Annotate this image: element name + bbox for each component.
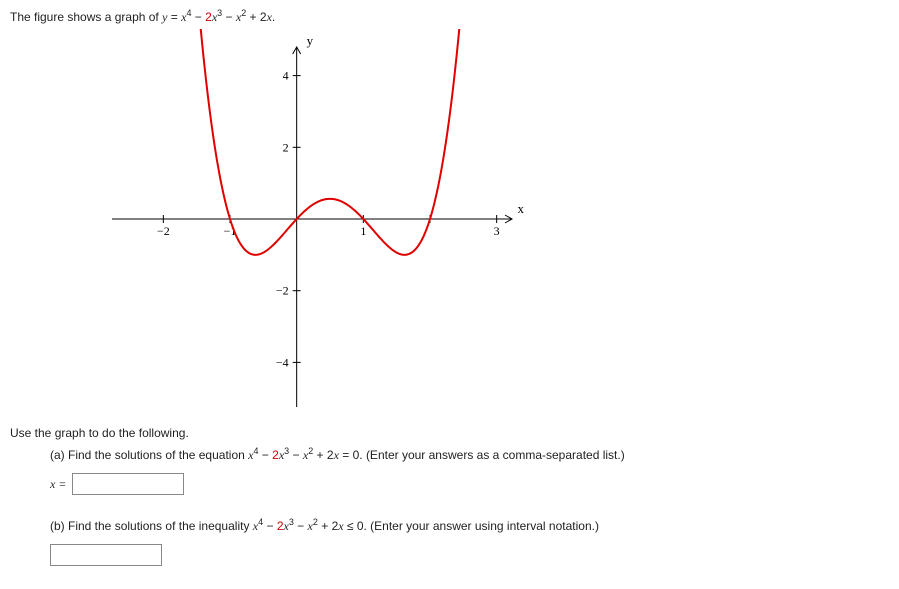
svg-text:y: y <box>307 33 314 48</box>
pa-t2-coef: 2 <box>272 448 279 462</box>
svg-text:x: x <box>518 201 525 216</box>
part-b-label: (b) Find the solutions of the inequality <box>50 519 253 533</box>
svg-text:4: 4 <box>283 69 289 83</box>
poly-t2-coef: 2 <box>205 10 212 24</box>
pb-op2: − <box>294 519 308 533</box>
pb-ineq-rhs: ≤ 0. (Enter your answer using interval n… <box>344 519 599 533</box>
intro-period: . <box>272 10 275 24</box>
pa-op2: − <box>289 448 303 462</box>
poly-op3: + <box>246 10 260 24</box>
svg-text:1: 1 <box>360 224 366 238</box>
poly-t4-coef: 2 <box>260 10 267 24</box>
svg-text:3: 3 <box>494 224 500 238</box>
part-b-answer-row <box>50 544 889 569</box>
graph-container: −2−113−4−224xy <box>110 29 889 412</box>
svg-text:2: 2 <box>283 140 289 154</box>
svg-text:−4: −4 <box>276 355 289 369</box>
pa-eq-rhs: = 0. (Enter your answers as a comma-sepa… <box>339 448 625 462</box>
part-a-answer-row: x = <box>50 473 889 495</box>
svg-text:−2: −2 <box>276 284 289 298</box>
part-b-input[interactable] <box>50 544 162 566</box>
pa-t4-coef: 2 <box>327 448 334 462</box>
pb-op1: − <box>263 519 277 533</box>
poly-op1: − <box>191 10 205 24</box>
intro-prefix: The figure shows a graph of <box>10 10 162 24</box>
pb-op3: + <box>318 519 332 533</box>
part-a-label: (a) Find the solutions of the equation <box>50 448 248 462</box>
pb-t2-coef: 2 <box>277 519 284 533</box>
intro-text: The figure shows a graph of y = x4 − 2x3… <box>10 8 889 25</box>
x-equals-label: x = <box>50 477 66 492</box>
svg-text:−2: −2 <box>157 224 170 238</box>
part-a-input[interactable] <box>72 473 184 495</box>
poly-op2: − <box>222 10 236 24</box>
instruction-text: Use the graph to do the following. <box>10 426 889 440</box>
part-a: (a) Find the solutions of the equation x… <box>50 446 889 463</box>
part-b: (b) Find the solutions of the inequality… <box>50 517 889 534</box>
pa-op3: + <box>313 448 327 462</box>
eq-sign: = <box>167 10 181 24</box>
pa-op1: − <box>258 448 272 462</box>
polynomial-graph: −2−113−4−224xy <box>110 29 530 409</box>
